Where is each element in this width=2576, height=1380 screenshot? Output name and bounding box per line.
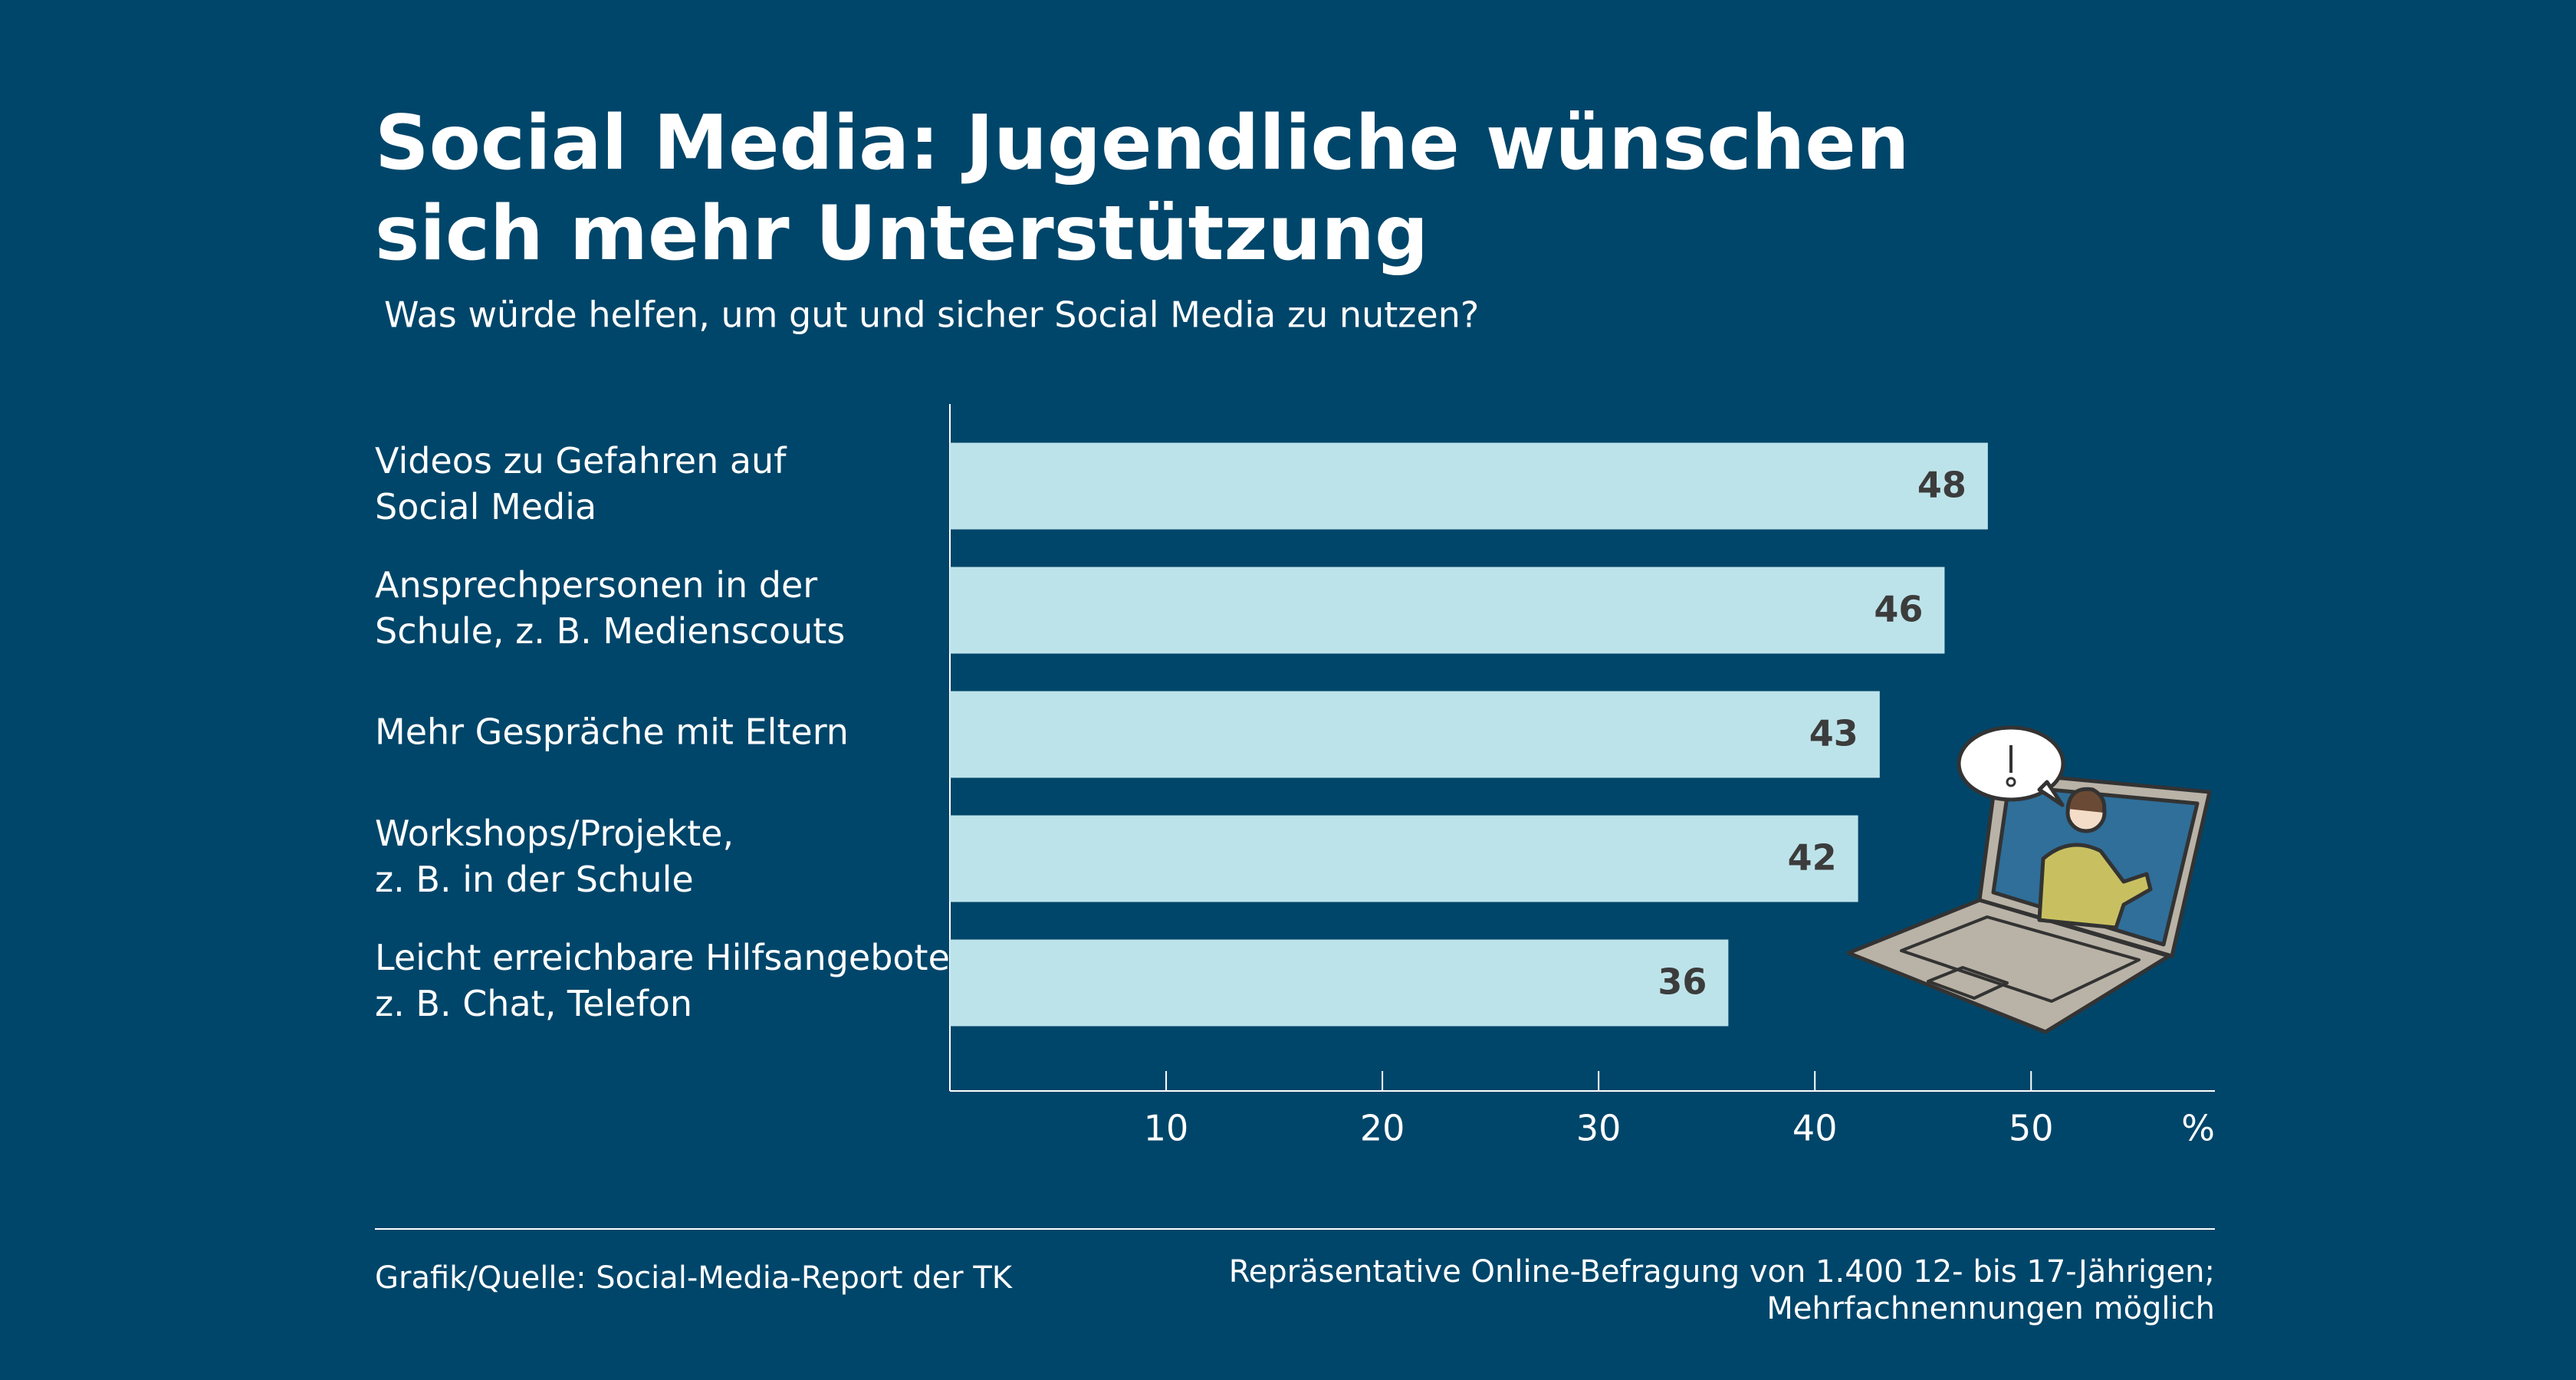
- chart-title: Social Media: Jugendliche wünschen sich m…: [375, 100, 1910, 278]
- value-label: 48: [1917, 465, 1967, 506]
- category-label: Ansprechpersonen in der Schule, z. B. Med…: [375, 564, 845, 652]
- footnote: Repräsentative Online-Befragung von 1.40…: [1229, 1254, 2215, 1326]
- x-tick-label: 20: [1360, 1108, 1405, 1149]
- bar: [950, 442, 1988, 530]
- category-label: Mehr Gespräche mit Eltern: [375, 711, 849, 753]
- bar: [950, 815, 1858, 902]
- category-label: Videos zu Gefahren auf Social Media: [375, 440, 787, 527]
- value-label: 36: [1658, 961, 1707, 1003]
- laptop-illustration: [1846, 725, 2212, 1034]
- chart-subtitle: Was würde helfen, um gut und sicher Soci…: [384, 294, 1479, 336]
- value-label: 42: [1788, 837, 1837, 879]
- x-axis-label: %: [2181, 1108, 2215, 1149]
- category-label: Workshops/Projekte, z. B. in der Schule: [375, 813, 734, 900]
- value-label: 43: [1809, 713, 1858, 754]
- source: Grafik/Quelle: Social-Media-Report der T…: [375, 1260, 1014, 1296]
- x-tick-label: 30: [1576, 1108, 1622, 1149]
- bar: [950, 567, 1945, 654]
- x-tick-label: 50: [2009, 1108, 2054, 1149]
- bar: [950, 691, 1880, 778]
- bar: [950, 939, 1729, 1027]
- x-tick-label: 40: [1792, 1108, 1838, 1149]
- category-label: Leicht erreichbare Hilfsangebote, z. B. C…: [375, 937, 961, 1024]
- x-tick-label: 10: [1144, 1108, 1189, 1149]
- value-label: 46: [1874, 589, 1923, 630]
